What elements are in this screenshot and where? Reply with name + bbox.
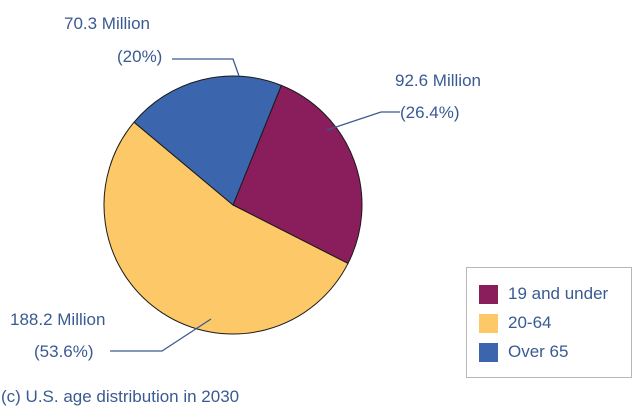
leader-line-19-and-under [326, 111, 400, 131]
pie-slices [103, 75, 363, 335]
legend-swatch-over-65 [479, 342, 498, 362]
leader-line-over-65 [172, 58, 240, 77]
percent-label-20-64: (53.6%) [34, 342, 94, 361]
legend-item-over-65: Over 65 [479, 340, 568, 364]
pie-slice-over-65 [133, 75, 282, 206]
legend-swatch-20-64 [479, 313, 498, 333]
leader-line-20-64 [110, 318, 212, 352]
value-label-20-64: 188.2 Million [10, 310, 105, 329]
percent-label-over-65: (20%) [117, 47, 162, 66]
legend-label-over-65: Over 65 [508, 342, 569, 361]
legend-label-20-64: 20-64 [508, 313, 552, 332]
pie-slice-19-and-under [232, 84, 363, 265]
value-label-19-and-under: 92.6 Million [395, 71, 481, 90]
legend-item-20-64: 20-64 [479, 311, 551, 335]
chart-caption: (c) U.S. age distribution in 2030 [1, 387, 240, 406]
legend-label-19-and-under: 19 and under [508, 284, 609, 303]
pie-slice-20-64 [103, 121, 349, 335]
value-label-over-65: 70.3 Million [64, 14, 150, 33]
percent-label-19-and-under: (26.4%) [400, 103, 460, 122]
legend-swatch-19-and-under [479, 284, 498, 304]
legend-item-19-and-under: 19 and under [479, 282, 608, 306]
legend: 19 and under 20-64 Over 65 [466, 267, 632, 378]
